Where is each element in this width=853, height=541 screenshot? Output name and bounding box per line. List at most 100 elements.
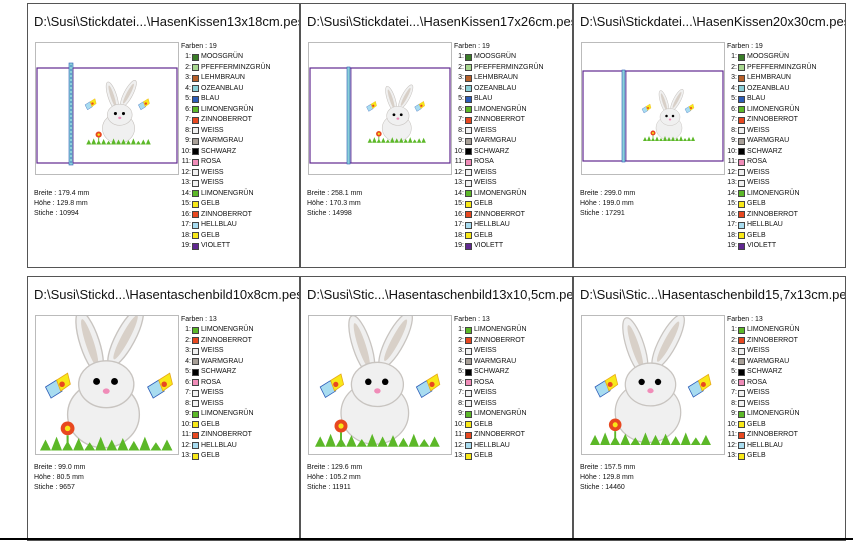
color-swatch (465, 95, 472, 103)
color-name: ZINNOBERROT (201, 116, 252, 124)
color-row: 11: ZINNOBERROT (454, 430, 527, 441)
file-card[interactable]: D:\Susi\Stickdatei...\HasenKissen13x18cm… (27, 3, 300, 268)
color-swatch (465, 158, 472, 166)
color-row: 4: OZEANBLAU (727, 84, 817, 95)
design-preview (308, 42, 452, 175)
color-name: WEISS (474, 179, 497, 187)
color-swatch (192, 421, 199, 429)
color-row: 5: SCHWARZ (454, 367, 527, 378)
color-index: 5: (731, 368, 737, 376)
color-swatch (192, 211, 199, 219)
color-swatch (465, 127, 472, 135)
color-swatch (738, 158, 745, 166)
color-swatch (465, 400, 472, 408)
color-swatch (465, 74, 472, 82)
color-index: 16: (727, 210, 737, 218)
color-index: 5: (458, 368, 464, 376)
color-swatch (465, 368, 472, 376)
color-name: ZINNOBERROT (747, 210, 798, 218)
color-swatch (738, 64, 745, 72)
color-row: 6: LIMONENGRÜN (454, 105, 544, 116)
color-swatch (192, 379, 199, 387)
color-row: 2: PFEFFERMINZGRÜN (727, 63, 817, 74)
color-name: LIMONENGRÜN (201, 410, 254, 418)
color-swatch (465, 221, 472, 229)
color-name: ROSA (474, 378, 494, 386)
color-row: 14: LIMONENGRÜN (181, 189, 271, 200)
color-count: Farben : 13 (727, 316, 763, 323)
height-stat: Höhe : 129.8 mm (580, 474, 634, 481)
color-count: Farben : 13 (181, 316, 217, 323)
stitch-count: Stiche : 17291 (580, 210, 625, 217)
color-row: 1: MOOSGRÜN (454, 52, 544, 63)
color-row: 5: BLAU (181, 94, 271, 105)
color-index: 17: (181, 221, 191, 229)
design-stats: Breite : 129.6 mm Höhe : 105.2 mm Stiche… (307, 463, 362, 493)
design-preview (581, 42, 725, 175)
color-swatch (465, 442, 472, 450)
width-stat: Breite : 99.0 mm (34, 464, 86, 471)
color-index: 6: (185, 105, 191, 113)
color-list: Farben : 19 1: MOOSGRÜN 2: PFEFFERMINZGRÜN 3… (727, 42, 817, 252)
color-swatch (465, 326, 472, 334)
file-card[interactable]: D:\Susi\Stickd...\Hasentaschenbild10x8cm… (27, 276, 300, 541)
color-row: 13: WEISS (727, 178, 817, 189)
color-name: GELB (201, 231, 220, 239)
color-name: GELB (474, 452, 493, 460)
color-swatch (192, 64, 199, 72)
design-stats: Breite : 99.0 mm Höhe : 80.5 mm Stiche :… (34, 463, 85, 493)
color-name: WEISS (474, 399, 497, 407)
color-index: 18: (181, 231, 191, 239)
color-swatch (192, 452, 199, 460)
color-index: 1: (185, 326, 191, 334)
color-name: WEISS (201, 168, 224, 176)
file-card[interactable]: D:\Susi\Stic...\Hasentaschenbild13x10,5c… (300, 276, 573, 541)
color-swatch (192, 326, 199, 334)
color-row: 9: WARMGRAU (181, 136, 271, 147)
color-list: Farben : 13 1: LIMONENGRÜN 2: ZINNOBERROT 3:… (727, 315, 800, 462)
color-swatch (192, 232, 199, 240)
color-index: 9: (458, 410, 464, 418)
color-name: LIMONENGRÜN (747, 105, 800, 113)
file-card[interactable]: D:\Susi\Stic...\Hasentaschenbild15,7x13c… (573, 276, 846, 541)
color-row: 6: LIMONENGRÜN (727, 105, 817, 116)
color-name: ZINNOBERROT (474, 336, 525, 344)
color-row: 16: ZINNOBERROT (727, 210, 817, 221)
color-count: Farben : 19 (181, 43, 217, 50)
file-card[interactable]: D:\Susi\Stickdatei...\HasenKissen17x26cm… (300, 3, 573, 268)
color-index: 17: (454, 221, 464, 229)
color-swatch (465, 137, 472, 145)
color-row: 4: WARMGRAU (727, 357, 800, 368)
design-stats: Breite : 299.0 mm Höhe : 199.0 mm Stiche… (580, 189, 635, 219)
color-index: 19: (181, 242, 191, 250)
color-swatch (738, 232, 745, 240)
color-index: 1: (731, 53, 737, 61)
color-index: 10: (727, 420, 737, 428)
color-row: 13: GELB (181, 451, 254, 462)
design-preview (308, 315, 452, 455)
color-name: WEISS (474, 126, 497, 134)
color-index: 11: (454, 431, 464, 439)
color-index: 15: (727, 200, 737, 208)
color-index: 14: (181, 189, 191, 197)
color-row: 11: ROSA (727, 157, 817, 168)
color-row: 9: WARMGRAU (454, 136, 544, 147)
file-title: D:\Susi\Stic...\Hasentaschenbild13x10,5c… (307, 287, 573, 302)
color-row: 2: ZINNOBERROT (454, 336, 527, 347)
color-name: LIMONENGRÜN (747, 410, 800, 418)
color-row: 12: HELLBLAU (181, 441, 254, 452)
color-index: 7: (731, 116, 737, 124)
color-row: 5: SCHWARZ (727, 367, 800, 378)
color-row: 4: OZEANBLAU (181, 84, 271, 95)
color-name: GELB (474, 231, 493, 239)
color-index: 7: (731, 389, 737, 397)
color-swatch (465, 379, 472, 387)
color-swatch (192, 431, 199, 439)
color-index: 4: (731, 84, 737, 92)
file-card[interactable]: D:\Susi\Stickdatei...\HasenKissen20x30cm… (573, 3, 846, 268)
color-index: 3: (185, 74, 191, 82)
color-index: 3: (731, 74, 737, 82)
height-stat: Höhe : 129.8 mm (34, 200, 88, 207)
stitch-count: Stiche : 14998 (307, 210, 352, 217)
color-row: 12: HELLBLAU (727, 441, 800, 452)
